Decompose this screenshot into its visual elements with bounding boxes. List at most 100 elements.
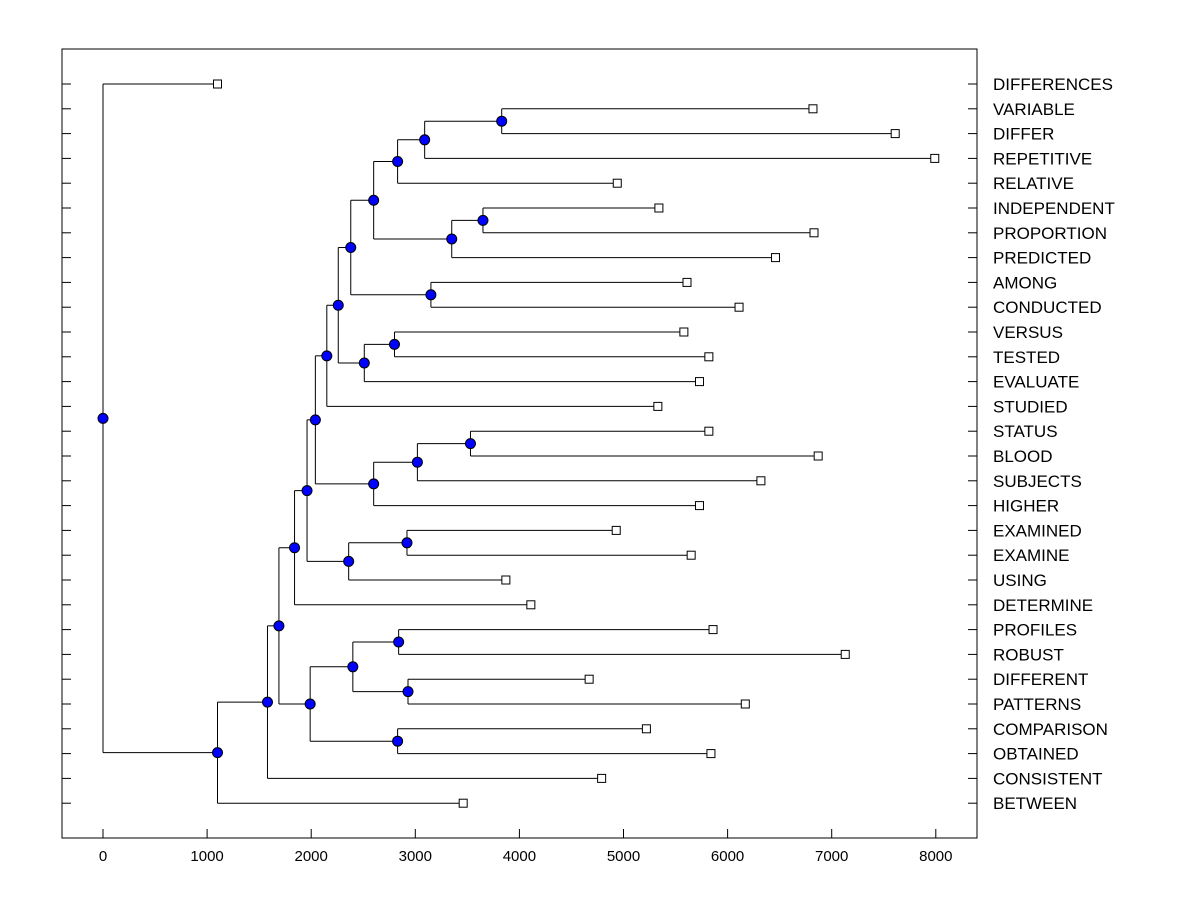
leaf-marker bbox=[706, 749, 716, 759]
leaf-marker bbox=[756, 476, 766, 486]
leaf-marker bbox=[679, 327, 689, 337]
merge-node bbox=[392, 735, 404, 747]
leaf-label: BETWEEN bbox=[993, 794, 1077, 813]
leaf-marker bbox=[597, 773, 607, 783]
merge-node bbox=[289, 542, 301, 554]
x-tick-label: 0 bbox=[99, 848, 107, 865]
leaf-marker bbox=[611, 525, 621, 535]
leaf-label: AMONG bbox=[993, 273, 1057, 292]
leaf-marker bbox=[770, 253, 780, 263]
leaf-label: CONSISTENT bbox=[993, 769, 1103, 788]
merge-node bbox=[261, 696, 273, 708]
merge-node bbox=[425, 289, 437, 301]
branch-lines bbox=[102, 83, 935, 804]
leaf-labels: DIFFERENCES VARIABLE DIFFER REPETITIVE RELAT… bbox=[993, 75, 1115, 813]
leaf-marker bbox=[704, 426, 714, 436]
x-tick-label: 6000 bbox=[711, 848, 744, 865]
leaf-marker bbox=[809, 228, 819, 238]
leaf-marker bbox=[694, 501, 704, 511]
merge-node bbox=[273, 620, 285, 632]
merge-node bbox=[304, 698, 316, 710]
leaf-label: USING bbox=[993, 571, 1047, 590]
leaf-label: STUDIED bbox=[993, 397, 1068, 416]
merge-node bbox=[358, 357, 370, 369]
leaf-marker bbox=[704, 352, 714, 362]
merge-node bbox=[393, 636, 405, 648]
merge-node bbox=[343, 555, 355, 567]
leaf-label: RELATIVE bbox=[993, 174, 1074, 193]
merge-node bbox=[309, 414, 321, 426]
leaf-label: STATUS bbox=[993, 422, 1058, 441]
leaf-label: TESTED bbox=[993, 348, 1060, 367]
x-axis: 0 1000 2000 3000 4000 5000 6000 7000 8000 bbox=[99, 829, 952, 865]
merge-node bbox=[321, 350, 333, 362]
merge-node bbox=[411, 456, 423, 468]
leaf-label: DIFFER bbox=[993, 125, 1054, 144]
leaf-label: PATTERNS bbox=[993, 695, 1081, 714]
leaf-label: DIFFERENT bbox=[993, 670, 1088, 689]
merge-node bbox=[332, 299, 344, 311]
merge-node bbox=[345, 242, 357, 254]
leaf-label: COMPARISON bbox=[993, 720, 1108, 739]
leaf-label: VARIABLE bbox=[993, 100, 1075, 119]
leaf-marker bbox=[584, 674, 594, 684]
leaf-tick-marks bbox=[62, 83, 977, 804]
leaf-marker bbox=[890, 129, 900, 139]
leaf-marker bbox=[813, 451, 823, 461]
node-markers bbox=[97, 115, 508, 759]
leaf-label: VERSUS bbox=[993, 323, 1063, 342]
leaf-label: PROPORTION bbox=[993, 224, 1107, 243]
leaf-marker bbox=[734, 302, 744, 312]
leaf-label: INDEPENDENT bbox=[993, 199, 1115, 218]
leaf-label: ROBUST bbox=[993, 645, 1064, 664]
merge-node bbox=[464, 438, 476, 450]
leaf-label: BLOOD bbox=[993, 447, 1053, 466]
leaf-marker bbox=[708, 625, 718, 635]
leaf-label: PREDICTED bbox=[993, 249, 1091, 268]
merge-node bbox=[419, 134, 431, 146]
leaf-markers bbox=[213, 79, 940, 808]
leaf-marker bbox=[686, 550, 696, 560]
merge-node bbox=[368, 478, 380, 490]
leaf-marker bbox=[612, 178, 622, 188]
leaf-marker bbox=[653, 401, 663, 411]
leaf-marker bbox=[501, 575, 511, 585]
leaf-marker bbox=[840, 649, 850, 659]
leaf-label: EXAMINE bbox=[993, 546, 1070, 565]
merge-node bbox=[388, 338, 400, 350]
leaf-label: HIGHER bbox=[993, 497, 1059, 516]
merge-node bbox=[97, 412, 109, 424]
leaf-marker bbox=[740, 699, 750, 709]
x-tick-label: 8000 bbox=[919, 848, 952, 865]
leaf-label: DIFFERENCES bbox=[993, 75, 1113, 94]
merge-node bbox=[392, 156, 404, 167]
leaf-marker bbox=[654, 203, 664, 213]
x-tick-label: 2000 bbox=[295, 848, 328, 865]
leaf-marker bbox=[213, 79, 223, 89]
x-tick-label: 4000 bbox=[503, 848, 536, 865]
x-tick-label: 3000 bbox=[399, 848, 432, 865]
merge-node bbox=[446, 233, 458, 245]
leaf-label: EXAMINED bbox=[993, 521, 1082, 540]
leaf-marker bbox=[458, 798, 468, 808]
merge-node bbox=[496, 115, 508, 127]
merge-node bbox=[368, 194, 380, 206]
x-tick-label: 1000 bbox=[190, 848, 223, 865]
merge-node bbox=[401, 537, 413, 549]
merge-node bbox=[402, 686, 414, 698]
leaf-marker bbox=[682, 277, 692, 287]
leaf-label: SUBJECTS bbox=[993, 472, 1082, 491]
leaf-label: CONDUCTED bbox=[993, 298, 1102, 317]
leaf-marker bbox=[694, 377, 704, 387]
leaf-marker bbox=[930, 153, 940, 163]
merge-node bbox=[212, 747, 224, 759]
leaf-label: EVALUATE bbox=[993, 373, 1079, 392]
leaf-label: OBTAINED bbox=[993, 745, 1079, 764]
leaf-marker bbox=[641, 724, 651, 734]
merge-node bbox=[301, 485, 313, 497]
leaf-marker bbox=[526, 600, 536, 610]
leaf-label: REPETITIVE bbox=[993, 149, 1092, 168]
merge-node bbox=[477, 214, 489, 226]
merge-node bbox=[347, 661, 359, 673]
